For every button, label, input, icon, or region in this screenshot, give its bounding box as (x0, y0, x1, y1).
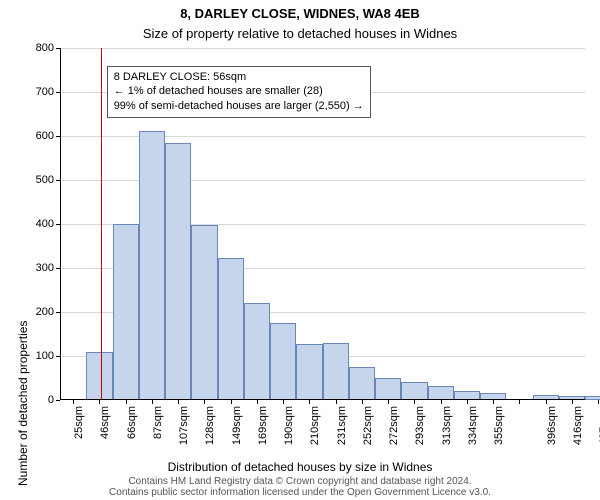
histogram-bar (270, 323, 296, 400)
x-tick-label: 252sqm (362, 406, 374, 445)
x-tick-label: 25sqm (73, 406, 85, 439)
x-tick-label: 169sqm (257, 406, 269, 445)
x-tick-mark (519, 400, 520, 404)
x-tick-label: 210sqm (309, 406, 321, 445)
x-tick-label: 149sqm (231, 406, 243, 445)
histogram-bar (244, 303, 270, 400)
x-tick-mark (126, 400, 127, 404)
property-marker-line (101, 48, 103, 400)
x-tick-mark (598, 400, 599, 404)
y-tick-label: 600 (36, 130, 54, 142)
y-tick-label: 100 (36, 350, 54, 362)
histogram-bar (349, 367, 375, 400)
x-tick-mark (362, 400, 363, 404)
x-tick-mark (73, 400, 74, 404)
y-tick-mark (56, 400, 60, 401)
y-tick-label: 500 (36, 174, 54, 186)
y-tick-mark (56, 312, 60, 313)
x-tick-label: 128sqm (204, 406, 216, 445)
y-tick-label: 300 (36, 262, 54, 274)
histogram-bar (428, 386, 454, 400)
histogram-bar (86, 352, 112, 400)
x-tick-mark (467, 400, 468, 404)
y-tick-mark (56, 92, 60, 93)
histogram-bar (296, 344, 322, 400)
x-tick-mark (257, 400, 258, 404)
y-tick-mark (56, 180, 60, 181)
y-tick-mark (56, 224, 60, 225)
x-tick-mark (178, 400, 179, 404)
chart-container: { "title_line1": "8, DARLEY CLOSE, WIDNE… (0, 0, 600, 500)
x-tick-label: 293sqm (414, 406, 426, 445)
annotation-line-2: ← 1% of detached houses are smaller (28) (114, 84, 364, 99)
x-tick-mark (204, 400, 205, 404)
x-tick-mark (546, 400, 547, 404)
y-tick-mark (56, 268, 60, 269)
attribution: Contains HM Land Registry data © Crown c… (0, 476, 600, 498)
y-axis (60, 48, 61, 400)
x-tick-label: 46sqm (99, 406, 111, 439)
y-tick-label: 0 (48, 394, 54, 406)
x-tick-mark (336, 400, 337, 404)
histogram-bar (218, 258, 244, 400)
histogram-bar (191, 225, 217, 400)
x-tick-mark (388, 400, 389, 404)
y-tick-mark (56, 136, 60, 137)
x-tick-mark (99, 400, 100, 404)
attribution-line-2: Contains public sector information licen… (0, 487, 600, 498)
x-tick-label: 396sqm (546, 406, 558, 445)
y-tick-label: 700 (36, 86, 54, 98)
y-tick-label: 800 (36, 42, 54, 54)
x-tick-label: 416sqm (572, 406, 584, 445)
x-tick-label: 334sqm (467, 406, 479, 445)
x-tick-label: 272sqm (388, 406, 400, 445)
x-tick-mark (231, 400, 232, 404)
x-tick-mark (414, 400, 415, 404)
chart-title-address: 8, DARLEY CLOSE, WIDNES, WA8 4EB (0, 6, 600, 21)
x-tick-label: 87sqm (152, 406, 164, 439)
histogram-bar (113, 224, 139, 400)
x-tick-label: 231sqm (336, 406, 348, 445)
y-tick-label: 400 (36, 218, 54, 230)
y-tick-mark (56, 48, 60, 49)
histogram-bar (165, 143, 191, 400)
x-tick-mark (152, 400, 153, 404)
attribution-line-1: Contains HM Land Registry data © Crown c… (0, 476, 600, 487)
x-tick-mark (493, 400, 494, 404)
histogram-bar (375, 378, 401, 400)
chart-title-description: Size of property relative to detached ho… (0, 26, 600, 41)
x-tick-label: 355sqm (493, 406, 505, 445)
grid-line (60, 48, 585, 49)
plot-area: 0100200300400500600700800 25sqm46sqm66sq… (60, 48, 585, 400)
y-tick-mark (56, 356, 60, 357)
x-axis-label: Distribution of detached houses by size … (0, 460, 600, 474)
x-tick-mark (441, 400, 442, 404)
histogram-bar (139, 131, 165, 400)
x-tick-mark (309, 400, 310, 404)
x-tick-mark (283, 400, 284, 404)
x-tick-mark (572, 400, 573, 404)
annotation-line-3: 99% of semi-detached houses are larger (… (114, 99, 364, 114)
x-tick-label: 190sqm (283, 406, 295, 445)
y-tick-label: 200 (36, 306, 54, 318)
histogram-bar (401, 382, 427, 400)
annotation-box: 8 DARLEY CLOSE: 56sqm ← 1% of detached h… (107, 66, 371, 119)
x-axis (60, 399, 585, 400)
x-tick-label: 107sqm (178, 406, 190, 445)
x-tick-label: 313sqm (441, 406, 453, 445)
annotation-line-1: 8 DARLEY CLOSE: 56sqm (114, 70, 364, 85)
x-tick-label: 66sqm (126, 406, 138, 439)
histogram-bar (323, 343, 349, 400)
